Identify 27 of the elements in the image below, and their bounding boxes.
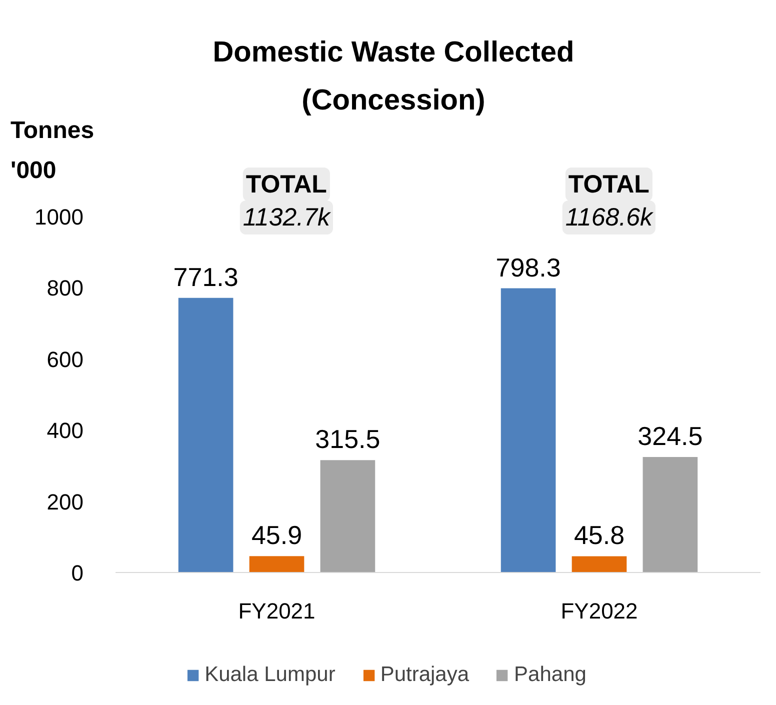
bar: [500, 288, 556, 572]
bar: [320, 460, 376, 572]
data-label: 798.3: [496, 252, 561, 282]
y-tick-label: 800: [46, 276, 84, 301]
legend-label: Kuala Lumpur: [204, 663, 336, 687]
annotation: TOTAL 1132.7k: [242, 170, 332, 232]
chart-title: Domestic Waste Collected (Concession): [212, 36, 574, 116]
bar: [249, 556, 304, 572]
bar: [178, 298, 234, 572]
legend-label: Putrajaya: [380, 663, 470, 687]
data-label: 315.5: [315, 424, 380, 454]
y-tick-label: 0: [71, 560, 84, 586]
y-tick-label: 1000: [34, 204, 84, 230]
data-label: 45.9: [251, 520, 302, 550]
x-tick-label: FY2021: [238, 598, 316, 624]
data-label: 45.8: [574, 520, 625, 550]
x-tick-label: FY2022: [560, 598, 638, 624]
data-label: 771.3: [173, 262, 238, 292]
y-tick-label: 600: [46, 346, 84, 372]
y-tick-label: 200: [46, 489, 84, 514]
bar: [642, 456, 698, 572]
y-axis-title: Tonnes '000: [10, 117, 94, 184]
data-label: 324.5: [638, 420, 703, 451]
bar: [572, 556, 627, 572]
y-tick-label: 400: [46, 418, 84, 444]
annotation: TOTAL 1168.6k: [565, 170, 654, 232]
legend-label: Pahang: [514, 663, 586, 687]
